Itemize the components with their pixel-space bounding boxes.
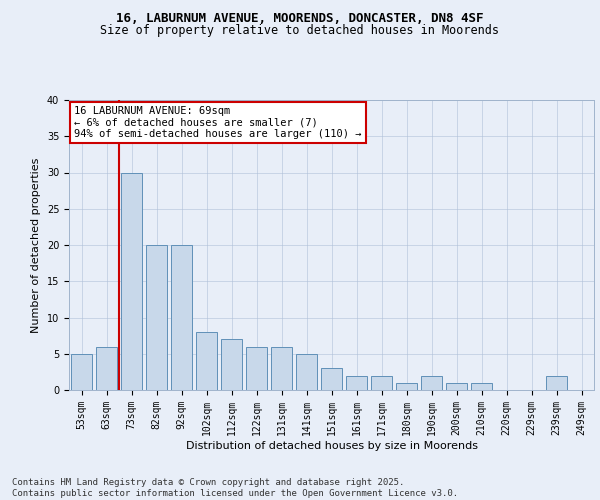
Bar xyxy=(146,245,167,390)
Bar xyxy=(346,376,367,390)
Text: Contains HM Land Registry data © Crown copyright and database right 2025.
Contai: Contains HM Land Registry data © Crown c… xyxy=(12,478,458,498)
Bar xyxy=(71,354,92,390)
Bar xyxy=(246,346,267,390)
Text: 16 LABURNUM AVENUE: 69sqm
← 6% of detached houses are smaller (7)
94% of semi-de: 16 LABURNUM AVENUE: 69sqm ← 6% of detach… xyxy=(74,106,362,139)
Text: 16, LABURNUM AVENUE, MOORENDS, DONCASTER, DN8 4SF: 16, LABURNUM AVENUE, MOORENDS, DONCASTER… xyxy=(116,12,484,26)
X-axis label: Distribution of detached houses by size in Moorends: Distribution of detached houses by size … xyxy=(185,440,478,450)
Bar xyxy=(196,332,217,390)
Bar xyxy=(471,383,492,390)
Text: Size of property relative to detached houses in Moorends: Size of property relative to detached ho… xyxy=(101,24,499,37)
Bar xyxy=(271,346,292,390)
Bar xyxy=(446,383,467,390)
Bar xyxy=(371,376,392,390)
Bar xyxy=(296,354,317,390)
Bar xyxy=(421,376,442,390)
Bar xyxy=(121,172,142,390)
Bar xyxy=(546,376,567,390)
Y-axis label: Number of detached properties: Number of detached properties xyxy=(31,158,41,332)
Bar xyxy=(171,245,192,390)
Bar xyxy=(96,346,117,390)
Bar xyxy=(396,383,417,390)
Bar xyxy=(321,368,342,390)
Bar xyxy=(221,339,242,390)
